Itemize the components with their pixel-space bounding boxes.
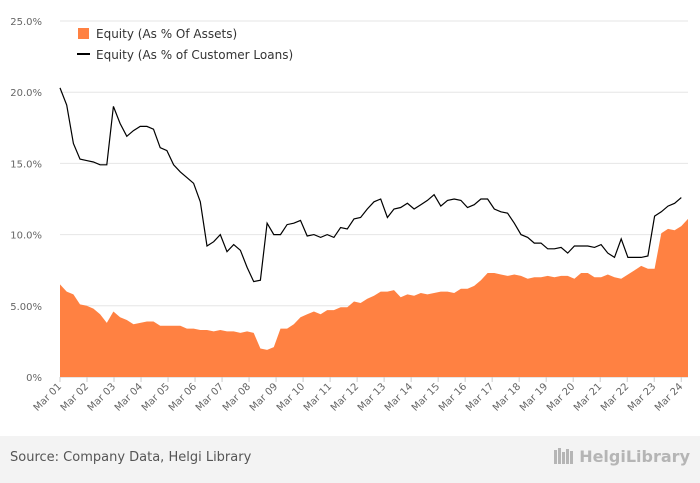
x-tick-label: Mar 12 [329,381,361,413]
y-tick-label: 5.00% [10,302,42,313]
y-axis: 0% 5.00% 10.0% 15.0% 20.0% 25.0% [10,17,42,384]
legend-label-loans: Equity (As % of Customer Loans) [96,48,293,62]
x-tick-label: Mar 08 [221,381,253,413]
y-tick-label: 15.0% [10,159,42,170]
x-tick-label: Mar 14 [383,381,415,413]
x-tick-label: Mar 20 [545,381,577,413]
x-tick-label: Mar 21 [572,381,604,413]
y-tick-label: 25.0% [10,17,42,28]
x-tick-label: Mar 13 [356,381,388,413]
plot-area [59,87,688,377]
legend-swatch-assets [78,28,89,39]
x-tick-label: Mar 22 [599,381,631,413]
library-icon [554,448,574,464]
legend-label-assets: Equity (As % Of Assets) [96,27,237,41]
x-tick-label: Mar 04 [113,381,145,413]
x-tick-label: Mar 19 [518,381,550,413]
logo-text: HelgiLibrary [579,446,690,466]
y-tick-label: 0% [26,373,42,384]
legend: Equity (As % Of Assets) Equity (As % of … [77,27,293,62]
x-tick-label: Mar 18 [491,381,523,413]
helgi-library-logo: HelgiLibrary [553,446,690,466]
x-tick-label: Mar 16 [437,381,469,413]
y-tick-label: 20.0% [10,88,42,99]
y-tick-label: 10.0% [10,231,42,242]
x-tick-label: Mar 05 [140,381,172,413]
series-line-loans [59,87,682,283]
footer: Source: Company Data, Helgi Library Helg… [0,436,700,483]
x-tick-label: Mar 10 [275,381,307,413]
x-tick-label: Mar 17 [464,381,496,413]
x-tick-label: Mar 03 [86,381,118,413]
x-tick-label: Mar 07 [194,381,226,413]
x-tick-label: Mar 01 [32,381,64,413]
x-tick-label: Mar 15 [410,381,442,413]
x-tick-label: Mar 06 [167,381,199,413]
source-text: Source: Company Data, Helgi Library [10,450,252,465]
x-tick-label: Mar 11 [302,381,334,413]
x-tick-label: Mar 24 [653,381,685,413]
series-area-assets [60,218,688,377]
x-tick-label: Mar 02 [59,381,91,413]
x-tick-label: Mar 23 [626,381,658,413]
x-tick-label: Mar 09 [248,381,280,413]
